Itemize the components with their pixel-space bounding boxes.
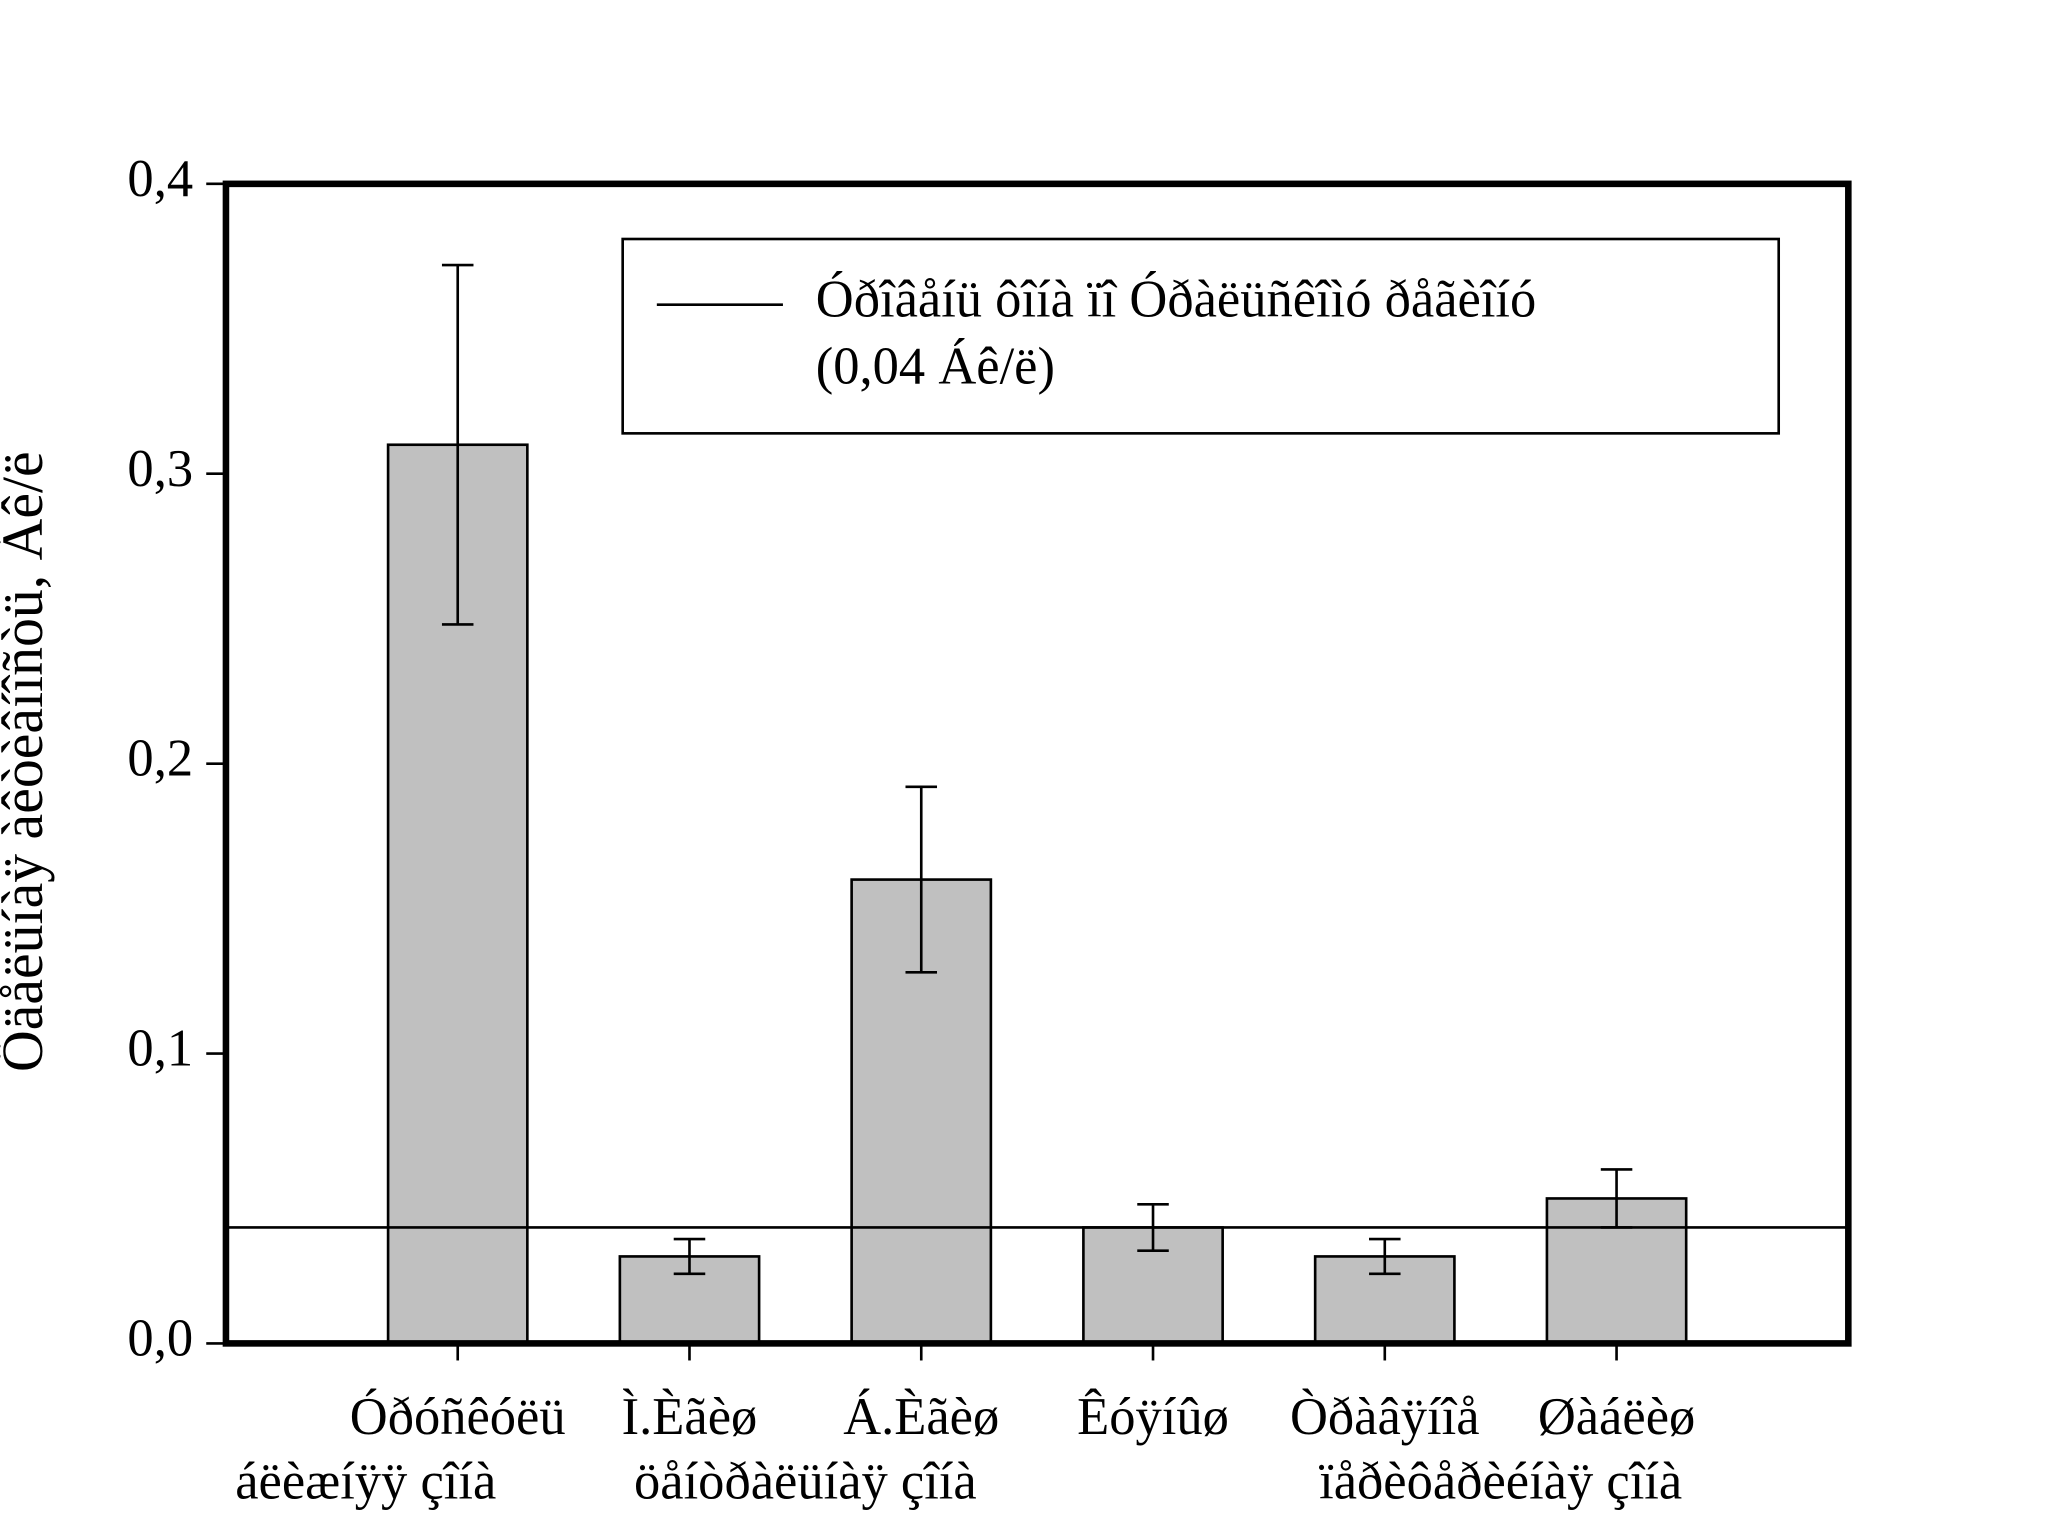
x-tick-label: Êóÿíûø (1077, 1388, 1229, 1446)
x-tick-label: Ì.Èãèø (622, 1388, 758, 1446)
legend-label: Óðîâåíü ôîíà ïî Óðàëüñêîìó ðåãèîíó (816, 271, 1537, 329)
zone-label: öåíòðàëüíàÿ çîíà (634, 1453, 977, 1511)
y-tick-label: 0,1 (127, 1020, 193, 1078)
zone-label: ïåðèôåðèéíàÿ çîíà (1318, 1453, 1682, 1511)
zone-label: áëèæíÿÿ çîíà (235, 1453, 496, 1511)
x-tick-label: Òðàâÿíîå (1290, 1388, 1480, 1446)
x-tick-label: Øàáëèø (1538, 1388, 1695, 1446)
y-tick-label: 0,2 (127, 730, 193, 788)
plot-frame (222, 180, 1852, 1347)
y-axis-label: Öäåëüíàÿ àêòèâíîñòü, Áê/ë (0, 451, 55, 1072)
legend-box (621, 237, 1781, 435)
legend-label: (0,04 Áê/ë) (816, 338, 1055, 396)
x-tick-label: Á.Èãèø (843, 1388, 999, 1446)
y-tick-label: 0,3 (127, 440, 193, 498)
x-tick-label: Óðóñêóëü (350, 1388, 566, 1446)
y-tick-label: 0,0 (127, 1309, 193, 1367)
y-tick-label: 0,4 (127, 150, 193, 208)
